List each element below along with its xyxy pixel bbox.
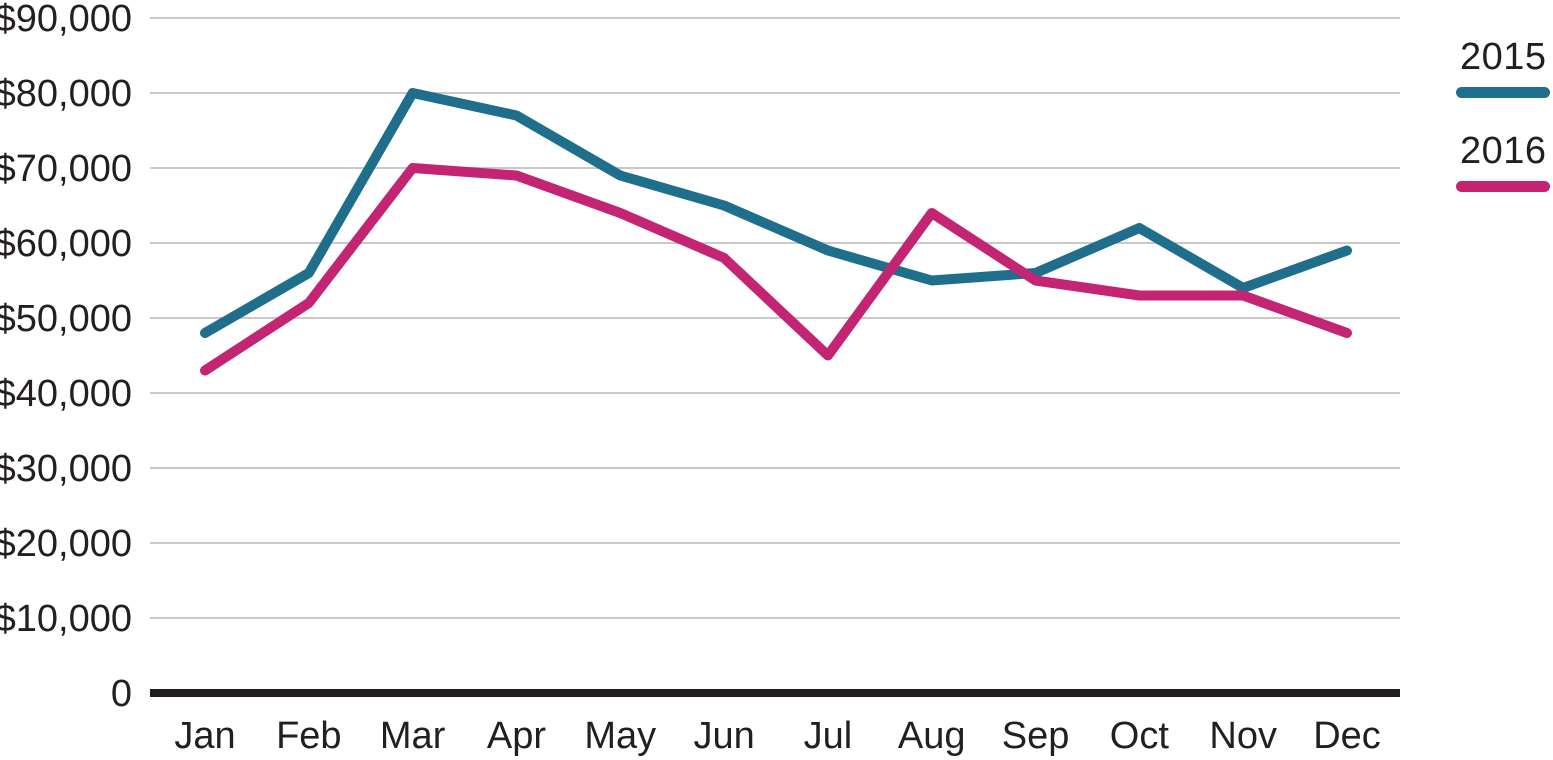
legend-label-2016: 2016 — [1460, 130, 1547, 172]
x-tick-label: Aug — [898, 715, 966, 757]
y-tick-label: $70,000 — [0, 148, 132, 190]
y-tick-label: $90,000 — [0, 0, 132, 40]
x-tick-label: Sep — [1002, 715, 1070, 757]
y-tick-label: $10,000 — [0, 598, 132, 640]
y-tick-label: $20,000 — [0, 523, 132, 565]
x-tick-label: Jan — [174, 715, 235, 757]
x-tick-label: Dec — [1313, 715, 1381, 757]
x-tick-label: Oct — [1110, 715, 1170, 757]
x-tick-label: Jul — [804, 715, 853, 757]
y-tick-label: $40,000 — [0, 373, 132, 415]
x-tick-label: Mar — [380, 715, 446, 757]
y-tick-label: $30,000 — [0, 448, 132, 490]
legend-entry-2015: 2015 — [1456, 36, 1550, 98]
legend: 2015 2016 — [1456, 36, 1550, 224]
legend-swatch-2015 — [1456, 87, 1550, 98]
y-tick-label: $50,000 — [0, 298, 132, 340]
x-tick-label: Nov — [1209, 715, 1277, 757]
x-tick-label: Feb — [276, 715, 341, 757]
x-tick-label: May — [584, 715, 656, 757]
x-tick-label: Jun — [693, 715, 754, 757]
series-line-2016 — [200, 163, 1352, 376]
legend-label-2015: 2015 — [1460, 36, 1547, 78]
x-tick-label: Apr — [487, 715, 546, 757]
series-line-2015 — [200, 88, 1352, 338]
y-tick-label: $60,000 — [0, 223, 132, 265]
y-tick-label: $80,000 — [0, 73, 132, 115]
y-tick-label: 0 — [111, 673, 132, 715]
legend-entry-2016: 2016 — [1456, 130, 1550, 192]
x-axis-baseline — [150, 689, 1400, 697]
legend-swatch-2016 — [1456, 181, 1550, 192]
